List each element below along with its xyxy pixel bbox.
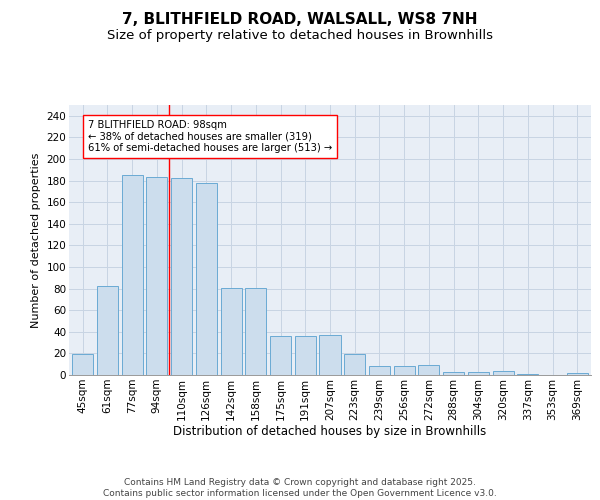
Bar xyxy=(171,178,192,375)
Bar xyxy=(221,288,242,375)
Bar xyxy=(468,372,489,375)
Bar xyxy=(97,286,118,375)
Bar xyxy=(493,370,514,375)
Text: 7 BLITHFIELD ROAD: 98sqm
← 38% of detached houses are smaller (319)
61% of semi-: 7 BLITHFIELD ROAD: 98sqm ← 38% of detach… xyxy=(88,120,332,154)
Bar xyxy=(196,183,217,375)
Bar xyxy=(344,354,365,375)
Bar xyxy=(517,374,538,375)
Bar xyxy=(418,366,439,375)
Bar xyxy=(443,372,464,375)
Text: 7, BLITHFIELD ROAD, WALSALL, WS8 7NH: 7, BLITHFIELD ROAD, WALSALL, WS8 7NH xyxy=(122,12,478,28)
Bar xyxy=(394,366,415,375)
Bar xyxy=(369,366,390,375)
Y-axis label: Number of detached properties: Number of detached properties xyxy=(31,152,41,328)
X-axis label: Distribution of detached houses by size in Brownhills: Distribution of detached houses by size … xyxy=(173,426,487,438)
Bar xyxy=(122,175,143,375)
Bar xyxy=(146,178,167,375)
Text: Size of property relative to detached houses in Brownhills: Size of property relative to detached ho… xyxy=(107,29,493,42)
Bar xyxy=(295,336,316,375)
Bar xyxy=(567,373,588,375)
Bar xyxy=(245,288,266,375)
Bar xyxy=(270,336,291,375)
Bar xyxy=(319,335,341,375)
Text: Contains HM Land Registry data © Crown copyright and database right 2025.
Contai: Contains HM Land Registry data © Crown c… xyxy=(103,478,497,498)
Bar xyxy=(72,354,93,375)
